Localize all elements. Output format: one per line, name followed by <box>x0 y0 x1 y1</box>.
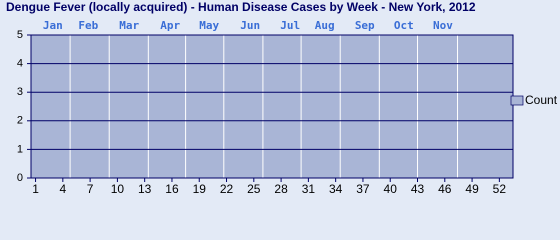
month-label: Oct <box>394 19 414 32</box>
y-tick-label: 3 <box>17 86 23 98</box>
x-tick-label: 10 <box>111 182 125 196</box>
x-tick-label: 37 <box>356 182 370 196</box>
x-tick-label: 13 <box>138 182 152 196</box>
month-label: Sep <box>355 19 375 32</box>
x-tick-label: 4 <box>59 182 66 196</box>
month-label: May <box>199 19 219 32</box>
x-tick-label: 46 <box>438 182 452 196</box>
x-tick-label: 19 <box>193 182 207 196</box>
month-label: Feb <box>78 19 98 32</box>
x-tick-label: 43 <box>411 182 425 196</box>
month-label: Apr <box>160 19 180 32</box>
x-tick-label: 28 <box>274 182 288 196</box>
x-tick-label: 52 <box>493 182 507 196</box>
y-tick-label: 4 <box>17 58 23 70</box>
x-tick-label: 34 <box>329 182 343 196</box>
y-tick-label: 2 <box>17 115 23 127</box>
plot-area <box>31 35 513 178</box>
y-tick-label: 1 <box>17 143 23 155</box>
legend-label: Count <box>525 93 558 107</box>
x-tick-label: 7 <box>87 182 94 196</box>
x-tick-label: 31 <box>302 182 316 196</box>
y-tick-label: 5 <box>17 29 23 41</box>
x-tick-label: 22 <box>220 182 234 196</box>
chart: Dengue Fever (locally acquired) - Human … <box>6 0 558 196</box>
x-tick-label: 25 <box>247 182 261 196</box>
x-tick-label: 16 <box>165 182 179 196</box>
chart-title: Dengue Fever (locally acquired) - Human … <box>6 0 476 14</box>
legend-swatch <box>510 95 524 106</box>
x-tick-label: 1 <box>32 182 39 196</box>
month-label: Mar <box>119 19 139 32</box>
plot-border <box>30 34 514 179</box>
month-label: Aug <box>315 19 335 32</box>
month-label: Jun <box>240 19 260 32</box>
month-label: Jan <box>43 19 63 32</box>
x-tick-label: 40 <box>384 182 398 196</box>
month-label: Nov <box>433 19 453 32</box>
month-label: Jul <box>280 19 300 32</box>
x-tick-label: 49 <box>465 182 479 196</box>
y-tick-label: 0 <box>17 172 23 184</box>
